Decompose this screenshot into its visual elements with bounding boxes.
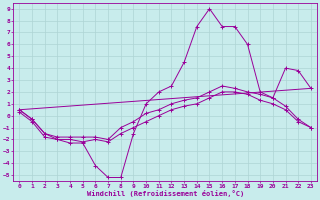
- X-axis label: Windchill (Refroidissement éolien,°C): Windchill (Refroidissement éolien,°C): [86, 190, 244, 197]
